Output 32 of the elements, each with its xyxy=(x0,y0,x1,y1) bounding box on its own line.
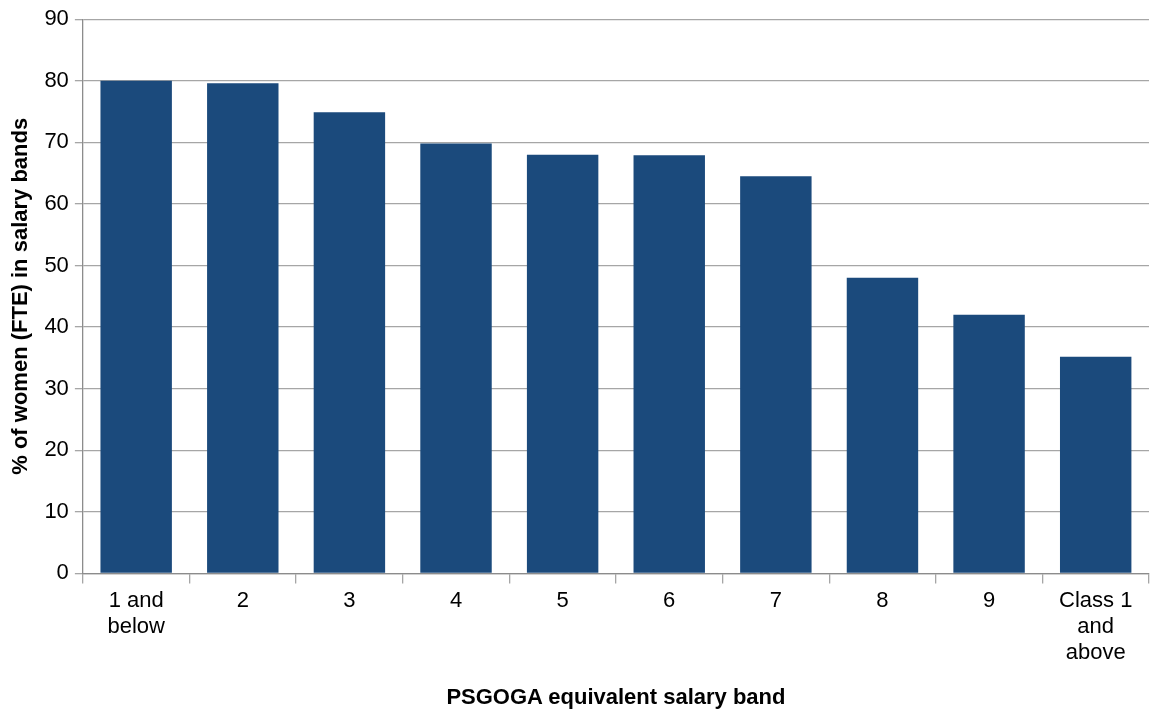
y-tick-label: 30 xyxy=(44,374,69,400)
x-tick-label: 3 xyxy=(343,586,356,612)
y-tick-label: 50 xyxy=(44,251,69,277)
y-tick-label: 20 xyxy=(44,436,69,462)
bar xyxy=(633,155,705,573)
y-axis-title: % of women (FTE) in salary bands xyxy=(7,117,33,475)
y-tick-label: 80 xyxy=(44,66,69,92)
bar xyxy=(740,176,812,573)
y-tick-label: 0 xyxy=(56,559,69,585)
bar xyxy=(100,80,172,573)
x-axis-title: PSGOGA equivalent salary band xyxy=(446,683,786,709)
x-tick-label: 7 xyxy=(769,586,782,612)
x-tick-label: 1 and below xyxy=(107,586,166,639)
y-tick-label: 60 xyxy=(44,190,69,215)
y-tick-label: 10 xyxy=(44,497,69,523)
y-tick-label: 90 xyxy=(44,5,69,31)
bar xyxy=(207,83,279,573)
bar xyxy=(420,143,492,573)
bar xyxy=(953,314,1025,573)
x-tick-label: 5 xyxy=(556,586,569,612)
bar xyxy=(313,112,386,573)
y-tick-label: 70 xyxy=(44,128,69,154)
x-tick-label: 8 xyxy=(876,586,889,612)
x-tick-label: 2 xyxy=(236,586,249,612)
bar xyxy=(846,277,919,573)
x-tick-label: 9 xyxy=(982,586,996,612)
x-tick-label: 4 xyxy=(449,586,463,612)
bar xyxy=(1059,356,1132,573)
y-tick-label: 40 xyxy=(44,313,69,339)
bar xyxy=(526,154,599,573)
x-tick-label: Class 1 and above xyxy=(1059,586,1133,665)
x-tick-label: 6 xyxy=(663,586,676,612)
